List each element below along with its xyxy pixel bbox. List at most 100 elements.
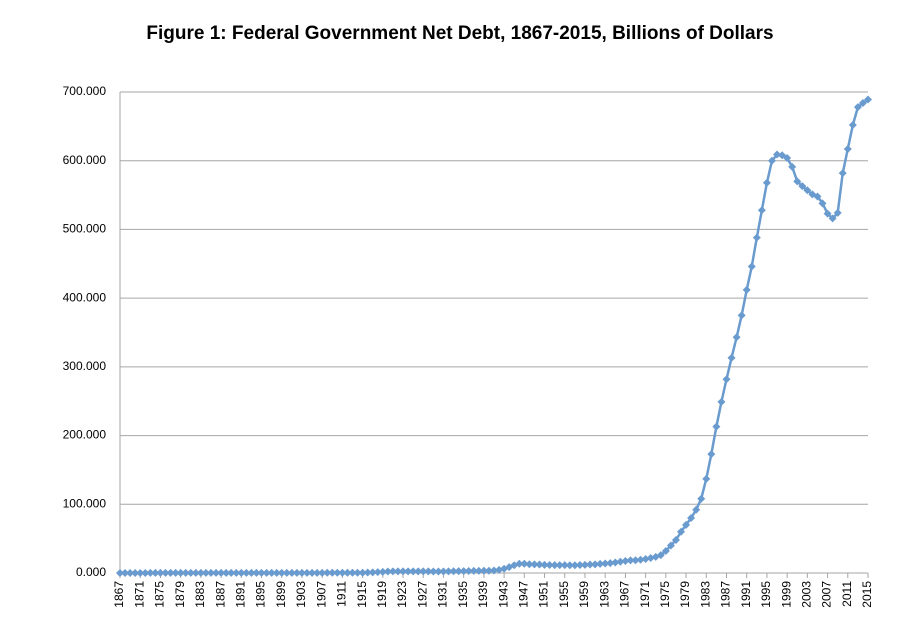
data-marker bbox=[297, 568, 306, 577]
chart-title: Figure 1: Federal Government Net Debt, 1… bbox=[146, 23, 774, 44]
data-marker bbox=[606, 559, 615, 568]
data-marker bbox=[206, 568, 215, 577]
data-marker bbox=[383, 567, 392, 576]
data-marker bbox=[444, 567, 453, 576]
data-marker bbox=[853, 103, 862, 112]
data-marker bbox=[601, 559, 610, 568]
x-tick-label: 1939 bbox=[476, 581, 490, 608]
x-tick-label: 1891 bbox=[233, 581, 247, 608]
data-marker bbox=[803, 186, 812, 195]
x-tick-label: 1931 bbox=[436, 581, 450, 608]
data-marker bbox=[272, 568, 281, 577]
x-tick-label: 1911 bbox=[335, 581, 349, 607]
data-marker bbox=[565, 561, 574, 570]
data-marker bbox=[490, 566, 498, 575]
x-tick-label: 1935 bbox=[456, 581, 470, 608]
y-tick-label: 500.000 bbox=[63, 222, 107, 236]
data-marker bbox=[752, 233, 761, 242]
data-marker bbox=[353, 568, 362, 577]
data-marker bbox=[474, 566, 483, 575]
data-marker bbox=[323, 568, 332, 577]
data-marker bbox=[212, 568, 221, 577]
data-marker bbox=[520, 559, 529, 568]
data-marker bbox=[257, 568, 266, 577]
data-marker bbox=[596, 559, 605, 568]
data-marker bbox=[378, 567, 387, 576]
data-line bbox=[120, 98, 869, 575]
data-marker bbox=[515, 559, 524, 568]
data-marker bbox=[368, 568, 377, 577]
x-tick-label: 1895 bbox=[254, 581, 268, 608]
x-tick-label: 2007 bbox=[820, 581, 834, 608]
data-marker bbox=[858, 98, 867, 107]
x-tick-label: 2003 bbox=[800, 581, 814, 608]
data-marker bbox=[151, 568, 160, 577]
data-marker bbox=[838, 169, 847, 178]
data-marker bbox=[722, 375, 731, 384]
data-marker bbox=[464, 566, 473, 575]
data-marker bbox=[611, 558, 620, 567]
data-marker bbox=[338, 568, 347, 577]
data-marker bbox=[828, 214, 837, 223]
x-tick-label: 1991 bbox=[739, 581, 753, 608]
data-marker bbox=[217, 568, 226, 577]
data-marker bbox=[848, 120, 857, 129]
data-marker bbox=[742, 285, 751, 294]
data-marker bbox=[262, 568, 271, 577]
data-marker bbox=[631, 556, 640, 565]
data-marker bbox=[687, 514, 696, 523]
x-tick-label: 1995 bbox=[759, 581, 773, 608]
data-marker bbox=[560, 561, 569, 570]
x-tick-label: 1971 bbox=[638, 581, 652, 608]
data-marker bbox=[434, 567, 443, 576]
data-marker bbox=[747, 262, 756, 271]
data-marker bbox=[555, 561, 564, 570]
data-marker bbox=[535, 560, 544, 569]
data-marker bbox=[864, 95, 872, 104]
data-marker bbox=[201, 568, 210, 577]
x-tick-label: 2011 bbox=[840, 581, 854, 607]
data-marker bbox=[783, 153, 792, 162]
data-marker bbox=[308, 568, 317, 577]
data-marker bbox=[232, 568, 241, 577]
x-tick-label: 1871 bbox=[132, 581, 146, 608]
data-marker bbox=[671, 536, 680, 545]
data-marker bbox=[586, 560, 595, 569]
data-marker bbox=[702, 474, 711, 483]
y-tick-label: 700.000 bbox=[63, 84, 107, 98]
data-marker bbox=[454, 567, 463, 576]
data-marker bbox=[424, 567, 433, 576]
data-marker bbox=[484, 566, 493, 575]
data-marker bbox=[343, 568, 352, 577]
y-tick-label: 100.000 bbox=[63, 496, 107, 510]
data-marker bbox=[176, 568, 185, 577]
data-marker bbox=[267, 568, 276, 577]
data-marker bbox=[813, 192, 822, 201]
data-marker bbox=[227, 568, 236, 577]
data-marker bbox=[449, 567, 458, 576]
data-marker bbox=[591, 560, 600, 569]
data-marker bbox=[757, 206, 766, 215]
data-marker bbox=[282, 568, 291, 577]
data-marker bbox=[833, 208, 842, 217]
x-tick-label: 1927 bbox=[415, 581, 429, 608]
data-marker bbox=[196, 568, 205, 577]
x-tick-label: 1915 bbox=[355, 581, 369, 608]
data-marker bbox=[388, 567, 397, 576]
data-marker bbox=[414, 567, 423, 576]
data-marker bbox=[666, 541, 675, 550]
data-marker bbox=[303, 568, 311, 577]
data-marker bbox=[682, 520, 691, 529]
data-marker bbox=[222, 568, 231, 577]
data-marker bbox=[156, 568, 165, 577]
x-tick-label: 1983 bbox=[698, 581, 712, 608]
data-marker bbox=[540, 560, 549, 569]
data-marker bbox=[773, 150, 782, 159]
x-tick-label: 1907 bbox=[314, 581, 328, 608]
data-marker bbox=[247, 568, 256, 577]
data-marker bbox=[191, 568, 200, 577]
x-tick-label: 1963 bbox=[597, 581, 611, 608]
data-marker bbox=[656, 551, 665, 560]
data-marker bbox=[707, 450, 716, 459]
